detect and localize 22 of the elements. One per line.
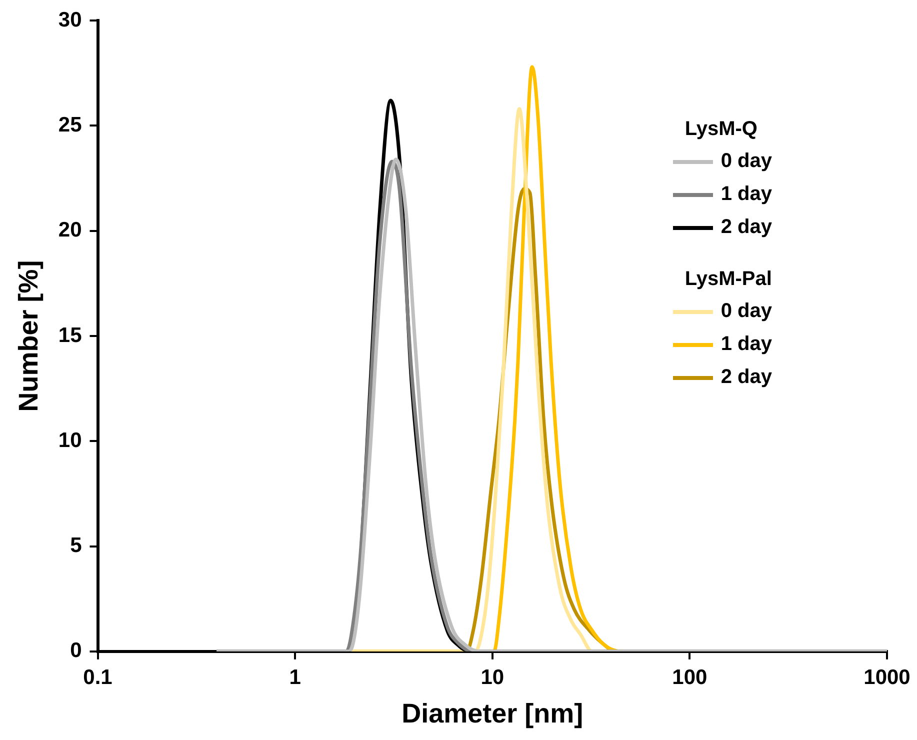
x-tick-label: 1 — [289, 666, 302, 689]
y-tick-label: 30 — [58, 8, 82, 32]
legend-label: 0 day — [720, 300, 772, 323]
legend-label: 2 day — [720, 216, 772, 239]
legend-label: 1 day — [720, 183, 772, 206]
legend-label: 1 day — [720, 333, 772, 356]
y-tick-label: 25 — [58, 114, 82, 137]
legend-label: 0 day — [720, 150, 772, 173]
x-axis-title: Diameter [nm] — [402, 698, 584, 728]
x-tick-label: 1000 — [864, 666, 910, 689]
y-tick-label: 20 — [58, 218, 82, 242]
y-tick-label: 5 — [70, 534, 82, 558]
x-tick-label: 100 — [672, 666, 708, 689]
x-tick-label: 10 — [480, 666, 504, 689]
y-tick-label: 15 — [58, 324, 82, 347]
legend-label: 2 day — [720, 366, 772, 389]
x-tick-label: 0.1 — [83, 666, 113, 689]
y-tick-label: 0 — [70, 639, 82, 662]
y-tick-label: 10 — [58, 428, 82, 452]
annotation: LysM-Q — [684, 118, 758, 141]
y-axis-title: Number [%] — [14, 260, 44, 412]
annotation: LysM-Pal — [684, 268, 772, 291]
